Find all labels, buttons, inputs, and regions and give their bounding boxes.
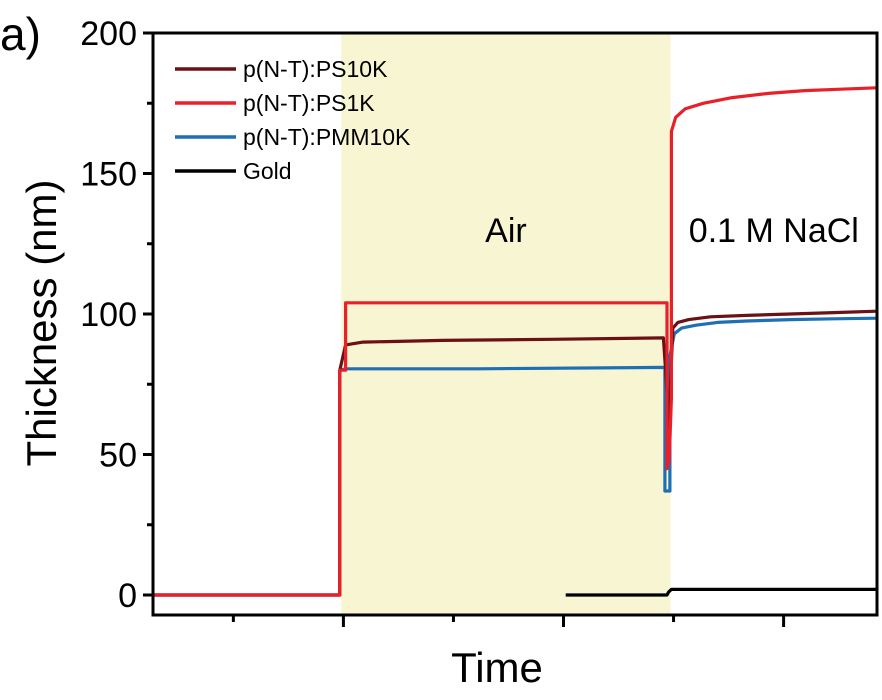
axis-ticks: 0 50 100 150 200 (80, 15, 786, 627)
legend-label-2: p(N-T):PMM10K (243, 124, 411, 150)
y-tick-label: 100 (80, 296, 137, 334)
region-labels: Air 0.1 M NaCl (485, 212, 859, 250)
series-layer (153, 86, 878, 597)
y-tick-label: 0 (118, 577, 137, 615)
y-tick-label: 50 (99, 437, 137, 475)
legend-label-1: p(N-T):PS1K (243, 90, 375, 116)
series-line-1 (153, 86, 878, 597)
plot-frame (151, 31, 879, 617)
y-axis-title: Thickness (nm) (18, 179, 65, 466)
legend: p(N-T):PS10K p(N-T):PS1K p(N-T):PMM10K Gold (175, 56, 411, 184)
panel-label: a) (0, 8, 41, 60)
background-regions (341, 33, 877, 615)
y-tick-label: 200 (80, 15, 137, 53)
legend-label-3: Gold (243, 158, 292, 184)
x-axis-title: Time (451, 644, 543, 691)
series-line-3 (565, 587, 877, 597)
y-tick-label: 150 (80, 156, 137, 194)
legend-label-0: p(N-T):PS10K (243, 56, 388, 82)
region-label-1: 0.1 M NaCl (689, 212, 859, 250)
region-band-0 (341, 33, 671, 615)
region-label-0: Air (485, 212, 527, 250)
